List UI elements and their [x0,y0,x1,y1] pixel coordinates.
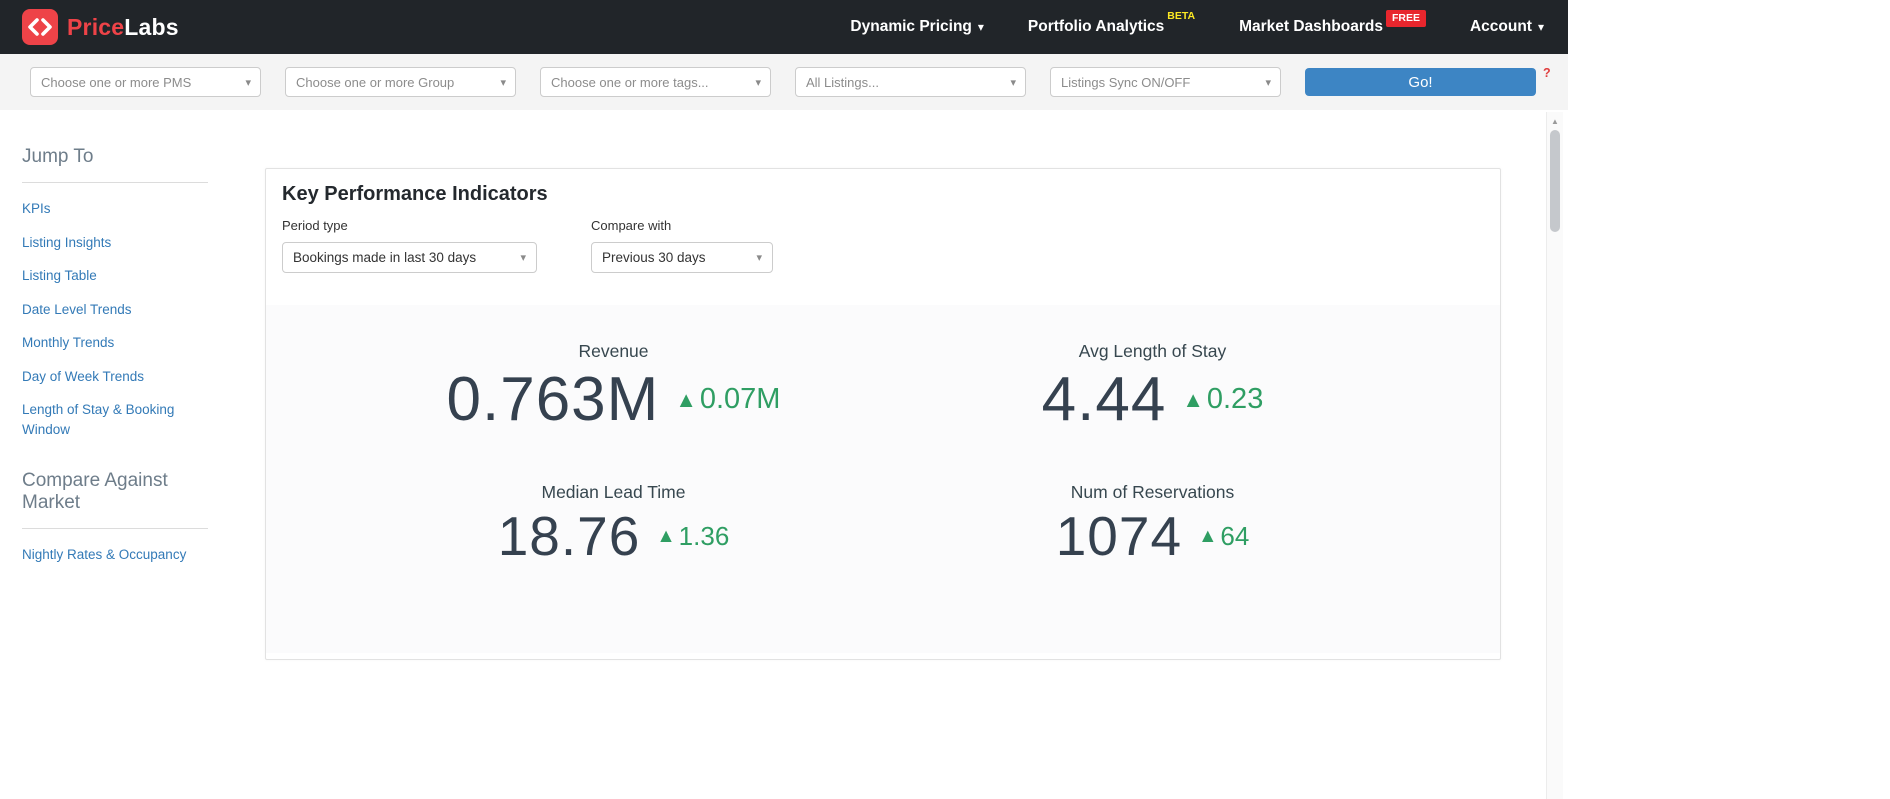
group-filter-select[interactable]: Choose one or more Group ▾ [285,67,516,97]
nav-portfolio-analytics[interactable]: Portfolio Analytics BETA [1027,10,1195,36]
filter-bar: Choose one or more PMS ▾ Choose one or m… [0,54,1568,110]
kpi-panel: Revenue 0.763M ▲ 0.07M Avg Length of Sta… [266,305,1500,653]
nav-market-dashboards-label: Market Dashboards [1239,18,1383,35]
group-filter-value: Choose one or more Group [296,74,455,90]
kpi-section-title: Key Performance Indicators [282,183,548,205]
main-content: Jump To KPIs Listing Insights Listing Ta… [0,110,1568,799]
period-type-select[interactable]: Bookings made in last 30 days ▾ [282,242,537,273]
beta-badge: BETA [1167,10,1196,22]
sync-filter-select[interactable]: Listings Sync ON/OFF ▾ [1050,67,1281,97]
sidebar-link-day-of-week-trends[interactable]: Day of Week Trends [22,368,145,384]
period-type-value: Bookings made in last 30 days [293,250,477,265]
scrollbar-thumb[interactable] [1550,130,1560,232]
chevron-down-icon: ▾ [1010,76,1016,89]
kpi-value-num-of-reservations: 1074 [1055,505,1183,568]
kpi-label-revenue: Revenue [578,341,649,361]
chevron-down-icon: ▾ [1265,76,1271,89]
period-type-label: Period type [282,218,348,233]
scrollbar[interactable]: ▲ [1546,112,1563,799]
sidebar-link-date-level-trends[interactable]: Date Level Trends [22,301,132,317]
kpi-row-1: Revenue 0.763M ▲ 0.07M Avg Length of Sta… [266,305,1500,432]
up-arrow-icon: ▲ [675,386,697,412]
kpi-delta-num-of-reservations-value: 64 [1220,521,1250,552]
help-icon[interactable]: ? [1543,66,1551,80]
kpi-delta-revenue: ▲ 0.07M [675,383,780,416]
kpi-delta-median-lead-time-value: 1.36 [678,521,730,552]
nav-dynamic-pricing[interactable]: Dynamic Pricing ▾ [850,18,984,36]
pricelabs-brand[interactable]: PriceLabs [22,9,179,45]
kpi-delta-avg-length-of-stay-value: 0.23 [1206,383,1264,416]
nav-portfolio-analytics-label: Portfolio Analytics [1027,18,1165,35]
compare-with-select[interactable]: Previous 30 days ▾ [591,242,773,273]
sidebar-link-nightly-rates-occupancy[interactable]: Nightly Rates & Occupancy [22,546,187,562]
sidebar-link-kpis[interactable]: KPIs [22,201,51,216]
sidebar-link-listing-insights[interactable]: Listing Insights [22,234,112,250]
kpi-row-2: Median Lead Time 18.76 ▲ 1.36 Num of Res… [266,432,1500,566]
compare-against-market-heading: Compare Against Market [22,470,208,529]
nav-dynamic-pricing-label: Dynamic Pricing [850,18,972,35]
tags-filter-select[interactable]: Choose one or more tags... ▾ [540,67,771,97]
top-navbar: PriceLabs Dynamic Pricing ▾ Portfolio An… [0,0,1568,54]
kpi-label-avg-length-of-stay: Avg Length of Stay [1078,341,1227,361]
brand-price: Price [67,13,125,40]
pms-filter-value: Choose one or more PMS [41,74,192,90]
kpi-delta-num-of-reservations: ▲ 64 [1198,521,1249,552]
chevron-down-icon: ▾ [245,76,251,89]
kpi-label-median-lead-time: Median Lead Time [541,482,686,503]
kpi-controls: Period type Bookings made in last 30 day… [282,218,1484,273]
up-arrow-icon: ▲ [1198,525,1218,548]
listings-filter-select[interactable]: All Listings... ▾ [795,67,1026,97]
compare-with-label: Compare with [591,218,672,233]
chevron-down-icon: ▾ [1537,20,1544,34]
tags-filter-value: Choose one or more tags... [551,74,709,90]
kpi-delta-avg-length-of-stay: ▲ 0.23 [1182,383,1263,416]
brand-labs: Labs [124,13,179,40]
up-arrow-icon: ▲ [656,525,676,548]
jump-to-heading: Jump To [22,146,208,183]
chevron-down-icon: ▾ [755,76,761,89]
jump-to-links: KPIs Listing Insights Listing Table Date… [22,199,208,440]
kpi-card-median-lead-time: Median Lead Time 18.76 ▲ 1.36 [344,482,883,566]
sidebar-link-monthly-trends[interactable]: Monthly Trends [22,335,115,351]
sidebar-link-los-booking-window[interactable]: Length of Stay & Booking Window [22,402,175,437]
kpi-card-avg-length-of-stay: Avg Length of Stay 4.44 ▲ 0.23 [883,341,1422,432]
scroll-up-icon[interactable]: ▲ [1551,117,1559,126]
compare-with-control: Compare with Previous 30 days ▾ [591,218,773,273]
compare-links: Nightly Rates & Occupancy [22,545,208,565]
kpi-label-num-of-reservations: Num of Reservations [1070,482,1235,503]
chevron-down-icon: ▾ [520,252,526,264]
brand-text: PriceLabs [67,14,179,41]
chevron-down-icon: ▾ [500,76,506,89]
compare-with-value: Previous 30 days [602,250,706,265]
nav-market-dashboards[interactable]: Market Dashboards FREE [1239,10,1426,36]
period-type-control: Period type Bookings made in last 30 day… [282,218,537,273]
sidebar-link-listing-table[interactable]: Listing Table [22,268,97,284]
go-button[interactable]: Go! [1305,68,1536,96]
up-arrow-icon: ▲ [1182,386,1204,412]
nav-items: Dynamic Pricing ▾ Portfolio Analytics BE… [850,10,1544,36]
pms-filter-select[interactable]: Choose one or more PMS ▾ [30,67,261,97]
chevron-down-icon: ▾ [977,20,984,34]
kpi-value-median-lead-time: 18.76 [497,505,641,568]
app-viewport: PriceLabs Dynamic Pricing ▾ Portfolio An… [0,0,1568,799]
sidebar: Jump To KPIs Listing Insights Listing Ta… [22,146,208,564]
nav-account[interactable]: Account ▾ [1470,18,1544,36]
kpi-section: Key Performance Indicators Period type B… [265,168,1501,660]
pricelabs-logo-icon [22,9,58,45]
kpi-delta-median-lead-time: ▲ 1.36 [656,521,729,552]
sync-filter-value: Listings Sync ON/OFF [1061,74,1191,90]
nav-account-label: Account [1469,18,1532,35]
chevron-down-icon: ▾ [756,252,762,264]
kpi-value-avg-length-of-stay: 4.44 [1041,365,1167,434]
kpi-delta-revenue-value: 0.07M [699,383,781,416]
free-badge: FREE [1385,10,1426,27]
kpi-card-num-of-reservations: Num of Reservations 1074 ▲ 64 [883,482,1422,566]
listings-filter-value: All Listings... [806,74,879,90]
kpi-value-revenue: 0.763M [446,365,660,434]
kpi-card-revenue: Revenue 0.763M ▲ 0.07M [344,341,883,432]
